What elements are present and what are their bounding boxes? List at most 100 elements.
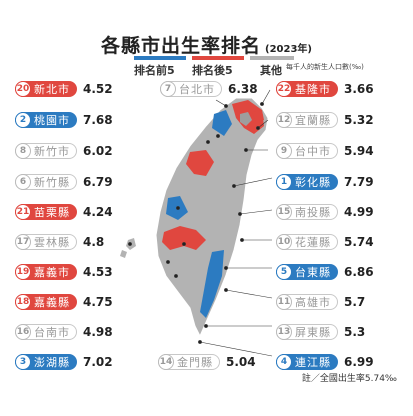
county-badge: 7 台北市 (160, 81, 222, 97)
county-value: 7.02 (83, 355, 113, 369)
county-item: 16 台南市 4.98 (15, 323, 113, 341)
county-item: 20 新北市 4.52 (15, 80, 113, 98)
county-badge: 9 台中市 (276, 143, 338, 159)
county-badge: 10 花蓮縣 (276, 234, 338, 250)
county-name: 金門縣 (177, 356, 213, 369)
county-badge: 5 台東縣 (276, 264, 338, 280)
county-rank: 10 (276, 234, 292, 250)
county-name: 基隆市 (295, 83, 331, 96)
county-name: 台北市 (179, 83, 215, 96)
legend-item-other: 其他 (250, 56, 294, 78)
county-name: 宜蘭縣 (295, 114, 331, 127)
county-badge: 17 雲林縣 (15, 234, 77, 250)
county-item: 21 苗栗縣 4.24 (15, 203, 113, 221)
county-badge: 6 新竹縣 (15, 174, 77, 190)
leader-dot (232, 184, 236, 188)
county-badge: 20 新北市 (15, 81, 77, 97)
county-item: 6 新竹縣 6.79 (15, 173, 113, 191)
county-name: 嘉義縣 (34, 296, 70, 309)
county-badge: 18 嘉義縣 (15, 294, 77, 310)
county-badge: 1 彰化縣 (276, 174, 338, 190)
county-value: 5.94 (344, 144, 374, 158)
county-value: 4.75 (83, 295, 113, 309)
county-value: 4.98 (83, 325, 113, 339)
county-rank: 18 (15, 294, 31, 310)
county-name: 新北市 (34, 83, 70, 96)
county-value: 5.7 (344, 295, 366, 309)
leader-line (199, 341, 273, 357)
county-item: 3 澎湖縣 7.02 (15, 353, 113, 371)
map-penghu (120, 238, 136, 258)
leader-line (225, 289, 273, 299)
county-name: 彰化縣 (295, 176, 331, 189)
leader-dot (166, 260, 170, 264)
county-value: 6.02 (83, 144, 113, 158)
county-item: 19 嘉義市 4.53 (15, 263, 113, 281)
leader-dot (128, 242, 132, 246)
county-rank: 1 (276, 174, 292, 190)
map-island (155, 97, 269, 338)
legend-label-top5: 排名前5 (134, 64, 175, 77)
county-item: 17 雲林縣 4.8 (15, 233, 104, 251)
county-badge: 16 台南市 (15, 324, 77, 340)
county-value: 4.99 (344, 205, 374, 219)
title-year: (2023年) (265, 44, 312, 55)
county-item: 22 基隆市 3.66 (276, 80, 374, 98)
county-name: 連江縣 (295, 356, 331, 369)
leader-line (215, 99, 227, 107)
leader-dot (224, 104, 228, 108)
county-rank: 15 (276, 204, 292, 220)
county-value: 6.38 (228, 82, 258, 96)
county-value: 4.53 (83, 265, 113, 279)
region-chiayi (162, 226, 206, 250)
county-value: 3.66 (344, 82, 374, 96)
county-item: 9 台中市 5.94 (276, 142, 374, 160)
county-value: 5.04 (226, 355, 256, 369)
county-item: 14 金門縣 5.04 (158, 353, 256, 371)
county-item: 12 宜蘭縣 5.32 (276, 111, 374, 129)
county-item: 5 台東縣 6.86 (276, 263, 374, 281)
leader-dot (174, 274, 178, 278)
county-name: 新竹縣 (34, 176, 70, 189)
county-rank: 12 (276, 112, 292, 128)
county-rank: 21 (15, 204, 31, 220)
county-item: 4 連江縣 6.99 (276, 353, 374, 371)
leader-dot (206, 140, 210, 144)
county-badge: 8 新竹市 (15, 143, 77, 159)
county-rank: 8 (15, 143, 31, 159)
leader-dot (182, 242, 186, 246)
county-rank: 2 (15, 112, 31, 128)
legend-item-top5: 排名前5 (134, 56, 186, 78)
county-rank: 11 (276, 294, 292, 310)
county-value: 4.8 (83, 235, 105, 249)
leader-dot (244, 148, 248, 152)
county-item: 10 花蓮縣 5.74 (276, 233, 374, 251)
legend-swatch-bottom5 (192, 56, 244, 60)
county-rank: 14 (158, 354, 174, 370)
county-badge: 11 高雄市 (276, 294, 338, 310)
county-name: 高雄市 (295, 296, 331, 309)
county-rank: 17 (15, 234, 31, 250)
leader-line (261, 89, 271, 105)
county-name: 嘉義市 (34, 266, 70, 279)
county-rank: 13 (276, 324, 292, 340)
county-name: 南投縣 (295, 206, 331, 219)
county-item: 11 高雄市 5.7 (276, 293, 365, 311)
county-item: 8 新竹市 6.02 (15, 142, 113, 160)
county-item: 15 南投縣 4.99 (276, 203, 374, 221)
leader-line (239, 209, 273, 215)
county-name: 台中市 (295, 145, 331, 158)
county-value: 4.24 (83, 205, 113, 219)
county-name: 澎湖縣 (34, 356, 70, 369)
leader-dot (240, 238, 244, 242)
leader-dot (256, 126, 260, 130)
county-badge: 12 宜蘭縣 (276, 112, 338, 128)
region-miaoli (186, 150, 214, 176)
county-name: 桃園市 (34, 114, 70, 127)
county-badge: 21 苗栗縣 (15, 204, 77, 220)
leader-dot (198, 340, 202, 344)
county-badge: 4 連江縣 (276, 354, 338, 370)
county-badge: 22 基隆市 (276, 81, 338, 97)
legend-label-other: 其他 (260, 64, 282, 77)
legend-swatch-other (250, 56, 294, 60)
